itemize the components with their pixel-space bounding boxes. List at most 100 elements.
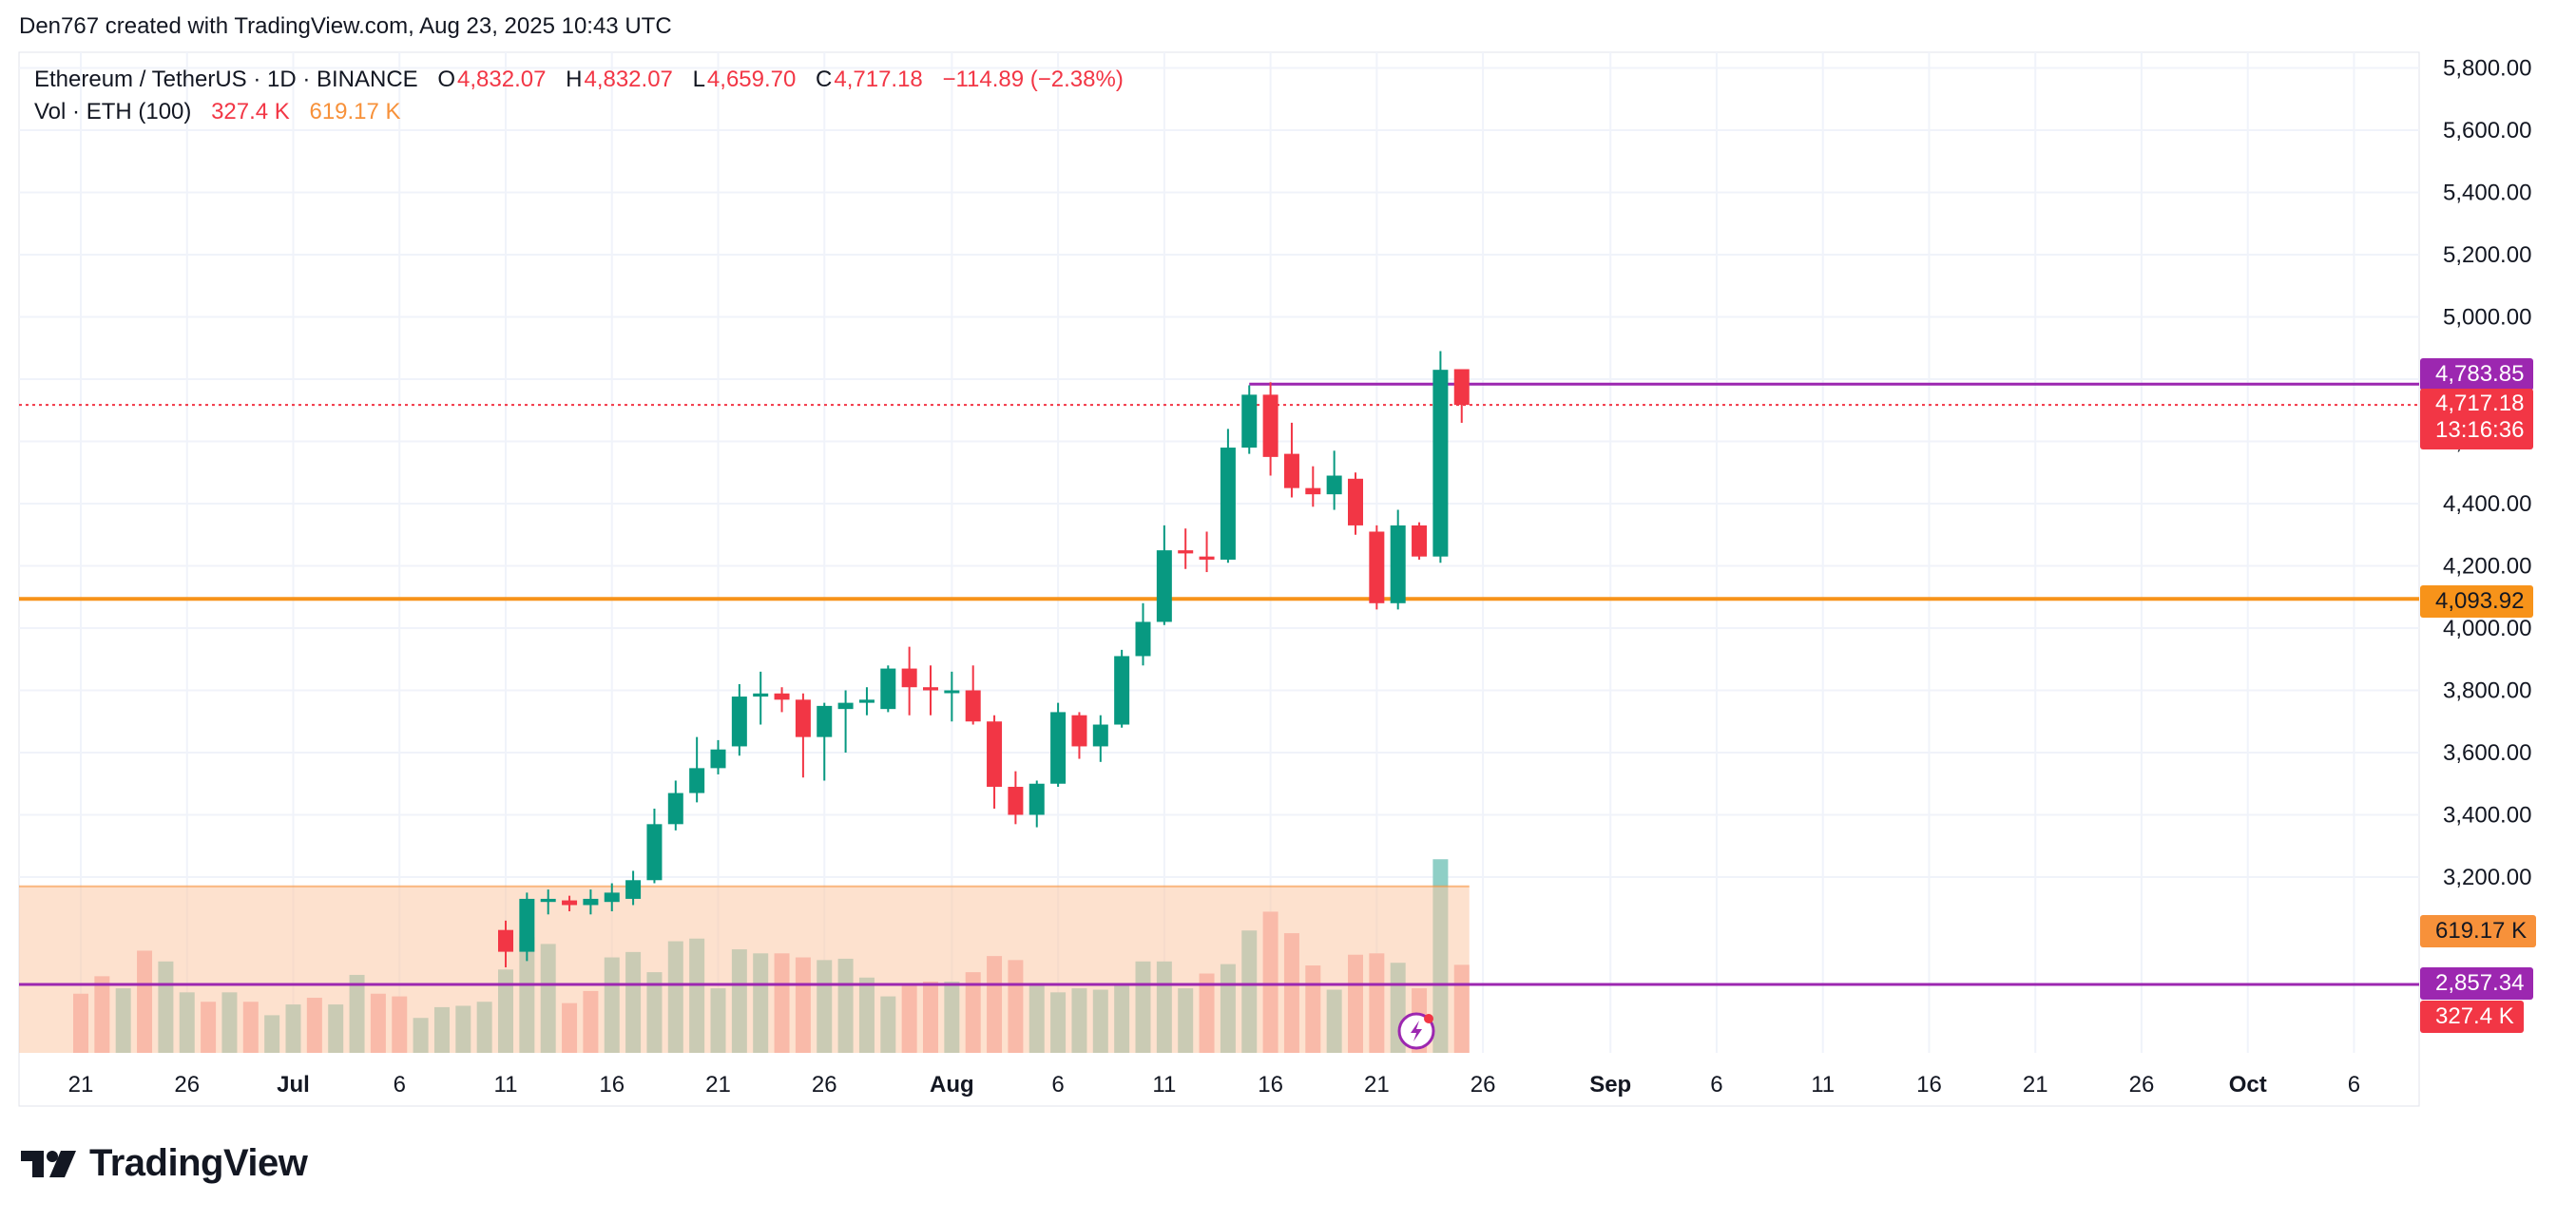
candle-up — [858, 699, 875, 703]
price-legend: Ethereum / TetherUS · 1D · BINANCE O4,83… — [34, 67, 1125, 93]
x-tick-label: 6 — [394, 1072, 406, 1098]
candle-down — [562, 900, 578, 906]
candle-up — [944, 690, 960, 694]
y-tick-label: 4,200.00 — [2443, 554, 2531, 580]
low-value: 4,659.70 — [706, 67, 797, 92]
tradingview-logo[interactable]: TradingView — [21, 1142, 308, 1185]
candle-down — [1071, 715, 1087, 747]
open-value: 4,832.07 — [457, 67, 547, 92]
x-tick-label: Aug — [930, 1072, 974, 1098]
y-tick-label: 3,200.00 — [2443, 865, 2531, 890]
change-value: −114.89 (−2.38%) — [942, 67, 1124, 92]
candle-up — [731, 697, 747, 747]
x-tick-label: 26 — [174, 1072, 200, 1098]
candle-up — [1390, 525, 1406, 603]
candle-down — [1305, 487, 1321, 495]
symbol-title[interactable]: Ethereum / TetherUS · 1D · BINANCE — [34, 67, 418, 92]
support-price-tag: 4,093.92 — [2420, 585, 2534, 618]
candle-up — [753, 693, 769, 697]
candle-down — [774, 693, 790, 700]
x-tick-label: 26 — [812, 1072, 837, 1098]
last-price-tag: 4,717.18 13:16:36 — [2420, 389, 2534, 449]
volume-ma-tag: 619.17 K — [2420, 915, 2537, 947]
chart-frame — [18, 51, 2420, 1107]
last-price-value: 4,717.18 — [2435, 391, 2525, 416]
event-alert-dot — [1424, 1014, 1433, 1023]
candle-up — [1050, 712, 1067, 784]
chart-credit: Den767 created with TradingView.com, Aug… — [19, 13, 672, 39]
open-label: O — [437, 67, 456, 92]
tradingview-wordmark: TradingView — [89, 1142, 308, 1184]
candle-up — [646, 824, 663, 881]
candle-up — [1135, 621, 1151, 657]
volume-indicator-title[interactable]: Vol · ETH (100) — [34, 99, 192, 124]
volume-legend: Vol · ETH (100) 327.4 K 619.17 K — [34, 99, 403, 125]
volume-line-tag: 2,857.34 — [2420, 967, 2534, 1000]
candle-up — [540, 898, 556, 903]
y-tick-label: 3,600.00 — [2443, 740, 2531, 766]
y-tick-label: 5,800.00 — [2443, 56, 2531, 82]
candle-down — [1262, 394, 1278, 457]
candle-up — [1028, 783, 1045, 815]
candle-down — [1199, 556, 1215, 560]
candle-up — [837, 702, 854, 710]
candle-up — [1092, 724, 1108, 747]
candle-up — [1241, 394, 1258, 449]
x-tick-label: 6 — [2348, 1072, 2360, 1098]
y-tick-label: 5,400.00 — [2443, 181, 2531, 206]
candle-down — [1348, 478, 1363, 525]
candle-down — [1369, 531, 1385, 603]
candle-down — [965, 690, 981, 722]
candle-up — [710, 749, 726, 769]
y-tick-label: 5,200.00 — [2443, 242, 2531, 268]
high-value: 4,832.07 — [584, 67, 673, 92]
resistance-price-tag: 4,783.85 — [2420, 358, 2534, 391]
volume-last-tag: 327.4 K — [2420, 1001, 2524, 1033]
x-tick-label: 26 — [2129, 1072, 2155, 1098]
x-tick-label: 16 — [1916, 1072, 1942, 1098]
candle-up — [1432, 370, 1449, 557]
candle-down — [1283, 453, 1299, 488]
x-tick-label: 11 — [1152, 1072, 1176, 1098]
candle-down — [923, 687, 938, 691]
volume-ma-area — [19, 886, 1470, 1053]
x-tick-label: 6 — [1710, 1072, 1722, 1098]
candle-down — [795, 699, 811, 737]
y-tick-label: 5,000.00 — [2443, 305, 2531, 331]
candle-down — [498, 929, 513, 952]
candle-up — [1326, 475, 1342, 495]
x-tick-label: 11 — [1811, 1072, 1835, 1098]
candle-down — [1178, 550, 1194, 554]
candle-up — [667, 792, 683, 825]
candle-up — [817, 705, 833, 737]
candle-down — [901, 668, 917, 688]
candle-up — [1114, 656, 1130, 725]
x-tick-label: 11 — [494, 1072, 518, 1098]
x-tick-label: 16 — [1258, 1072, 1283, 1098]
candle-down — [987, 721, 1003, 788]
x-tick-label: 6 — [1051, 1072, 1064, 1098]
candle-down — [1453, 369, 1470, 406]
y-tick-label: 4,000.00 — [2443, 616, 2531, 641]
volume-ma-value: 619.17 K — [309, 99, 401, 124]
tradingview-logo-icon — [21, 1150, 76, 1177]
candle-up — [604, 892, 620, 903]
candle-up — [625, 880, 642, 899]
close-label: C — [816, 67, 833, 92]
x-tick-label: 26 — [1471, 1072, 1496, 1098]
x-tick-label: 21 — [1364, 1072, 1390, 1098]
y-tick-label: 5,600.00 — [2443, 118, 2531, 143]
y-tick-label: 3,800.00 — [2443, 678, 2531, 704]
x-tick-label: 21 — [68, 1072, 94, 1098]
candle-down — [1412, 525, 1428, 557]
x-tick-label: 21 — [705, 1072, 731, 1098]
candle-up — [880, 668, 896, 710]
candle-up — [1156, 550, 1172, 622]
lightning-icon — [1411, 1021, 1422, 1041]
x-tick-label: Oct — [2229, 1072, 2267, 1098]
low-label: L — [692, 67, 705, 92]
x-tick-label: 21 — [2023, 1072, 2048, 1098]
candle-down — [1008, 787, 1024, 815]
y-tick-label: 4,400.00 — [2443, 491, 2531, 517]
